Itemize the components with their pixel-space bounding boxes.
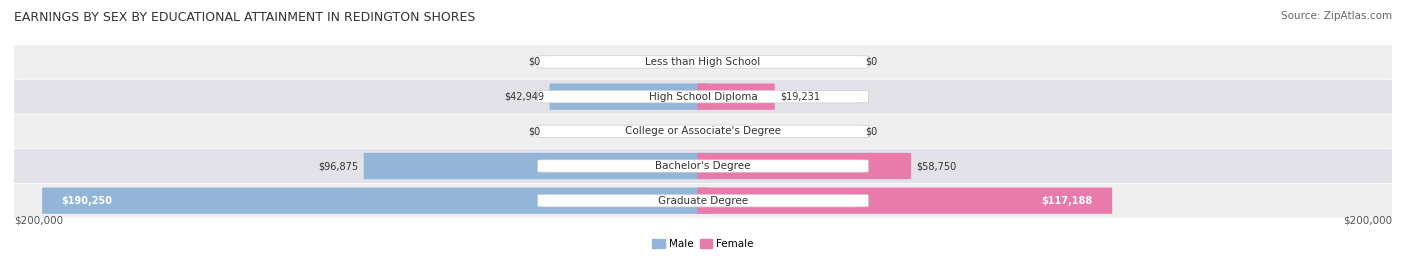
FancyBboxPatch shape [42, 188, 709, 214]
Text: Graduate Degree: Graduate Degree [658, 196, 748, 206]
FancyBboxPatch shape [7, 80, 1399, 114]
Text: $0: $0 [529, 126, 540, 136]
Text: $42,949: $42,949 [503, 92, 544, 102]
Text: EARNINGS BY SEX BY EDUCATIONAL ATTAINMENT IN REDINGTON SHORES: EARNINGS BY SEX BY EDUCATIONAL ATTAINMEN… [14, 11, 475, 24]
FancyBboxPatch shape [697, 153, 911, 179]
Text: Source: ZipAtlas.com: Source: ZipAtlas.com [1281, 11, 1392, 21]
Text: College or Associate's Degree: College or Associate's Degree [626, 126, 780, 136]
FancyBboxPatch shape [7, 184, 1399, 218]
Text: $0: $0 [866, 126, 877, 136]
FancyBboxPatch shape [537, 195, 869, 207]
Text: $58,750: $58,750 [917, 161, 956, 171]
Text: $19,231: $19,231 [780, 92, 820, 102]
Text: $96,875: $96,875 [318, 161, 359, 171]
Text: $0: $0 [866, 57, 877, 67]
Text: $200,000: $200,000 [1343, 216, 1392, 226]
FancyBboxPatch shape [537, 160, 869, 172]
FancyBboxPatch shape [537, 125, 869, 137]
Text: Bachelor's Degree: Bachelor's Degree [655, 161, 751, 171]
Text: High School Diploma: High School Diploma [648, 92, 758, 102]
FancyBboxPatch shape [697, 84, 775, 110]
FancyBboxPatch shape [7, 114, 1399, 148]
Text: $0: $0 [529, 57, 540, 67]
Legend: Male, Female: Male, Female [648, 235, 758, 254]
FancyBboxPatch shape [537, 90, 869, 103]
FancyBboxPatch shape [697, 188, 1112, 214]
Text: $117,188: $117,188 [1042, 196, 1092, 206]
Text: Less than High School: Less than High School [645, 57, 761, 67]
FancyBboxPatch shape [364, 153, 709, 179]
FancyBboxPatch shape [550, 84, 709, 110]
FancyBboxPatch shape [537, 56, 869, 68]
Text: $190,250: $190,250 [62, 196, 112, 206]
Text: $200,000: $200,000 [14, 216, 63, 226]
FancyBboxPatch shape [7, 45, 1399, 79]
FancyBboxPatch shape [7, 149, 1399, 183]
